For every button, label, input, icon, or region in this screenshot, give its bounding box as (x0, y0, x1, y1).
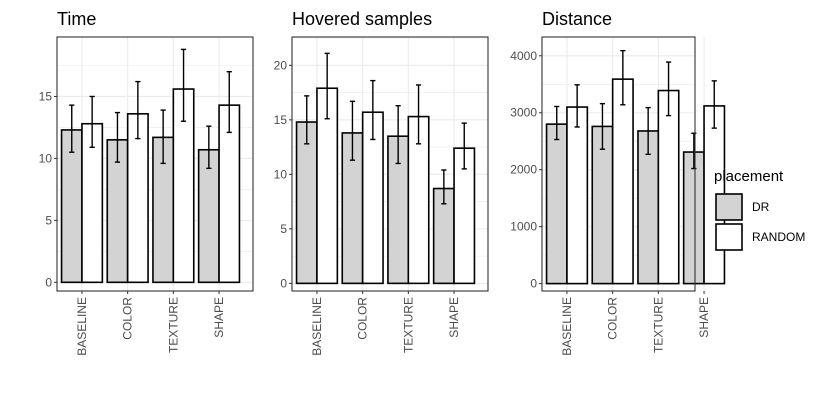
legend-label: DR (752, 200, 770, 214)
x-category-label: COLOR (356, 297, 370, 340)
x-category-label: BASELINE (560, 297, 574, 356)
y-tick-label: 1000 (510, 220, 537, 234)
y-tick-label: 15 (274, 113, 288, 127)
error-bar (206, 125, 212, 170)
panel-border (291, 36, 489, 292)
error-bar (395, 104, 401, 165)
error-bar (441, 169, 447, 205)
error-bar (114, 111, 121, 163)
error-bar (135, 80, 141, 140)
x-category-label: TEXTURE (166, 297, 180, 353)
y-tick-label: 10 (39, 151, 53, 165)
y-tick-label: 2000 (510, 163, 537, 177)
x-category-label: BASELINE (310, 297, 324, 356)
panel-title: Hovered samples (292, 9, 432, 29)
legend-key-random (715, 223, 743, 251)
x-category-label: BASELINE (75, 297, 89, 356)
error-bar (574, 84, 580, 128)
bar-random (611, 78, 634, 285)
error-bar (415, 84, 422, 145)
x-category-label: COLOR (121, 297, 135, 340)
bar-dr (682, 151, 705, 285)
error-bar (645, 106, 651, 156)
y-tick-label: 0 (45, 275, 52, 289)
error-bar (160, 109, 166, 165)
chart-panel: 0 5 10 15 BASELINE COLOR TEXTURE SHAPE Time (39, 9, 254, 356)
y-tick-label: 20 (274, 58, 288, 72)
error-bar (89, 95, 95, 148)
panel-border (56, 36, 254, 292)
x-category-label: TEXTURE (651, 297, 665, 353)
y-tick-label: 4000 (510, 49, 537, 63)
error-bar (554, 105, 560, 141)
y-tick-label: 3000 (510, 106, 537, 120)
error-bar (226, 70, 232, 134)
error-bar (304, 95, 310, 145)
error-bar (711, 80, 717, 129)
legend-key-dr (715, 193, 743, 221)
bar-dr (545, 123, 568, 285)
panel-title: Time (57, 9, 96, 29)
x-category-label: TEXTURE (401, 297, 415, 353)
legend-title: placement (714, 168, 784, 185)
y-tick-label: 5 (280, 222, 287, 236)
error-bar (665, 61, 672, 117)
chart-panel: 0 5 10 15 20 BASELINE COLOR TEXTURE SHAPE Hovered… (274, 9, 489, 356)
bar-dr (197, 148, 220, 284)
error-bar (349, 100, 356, 161)
x-category-label: SHAPE (697, 297, 711, 338)
x-category-label: SHAPE (212, 297, 226, 338)
error-bar (691, 132, 697, 170)
legend-label: RANDOM (752, 230, 805, 244)
error-bar (69, 104, 75, 153)
panel-title: Distance (542, 9, 612, 29)
x-category-label: COLOR (606, 297, 620, 340)
y-tick-label: 0 (530, 277, 537, 291)
error-bar (461, 122, 467, 170)
y-tick-label: 0 (280, 276, 287, 290)
y-tick-label: 15 (39, 89, 53, 103)
error-bar (324, 52, 330, 120)
y-tick-label: 5 (45, 213, 52, 227)
bar-dr (295, 121, 318, 285)
x-category-label: SHAPE (447, 297, 461, 338)
error-bar (180, 48, 187, 122)
bar-dr (591, 125, 614, 285)
bar-random (566, 106, 589, 285)
panel-border (541, 36, 696, 292)
error-bar (620, 49, 626, 106)
y-tick-label: 10 (274, 167, 288, 181)
error-bar (370, 79, 376, 141)
chart-panel: 0 1000 2000 3000 4000 BASELINE COLOR TEXTURE SHA… (510, 9, 726, 356)
legend: placement DR RANDOM (714, 168, 805, 251)
bar-random (657, 89, 680, 285)
error-bar (599, 102, 606, 150)
